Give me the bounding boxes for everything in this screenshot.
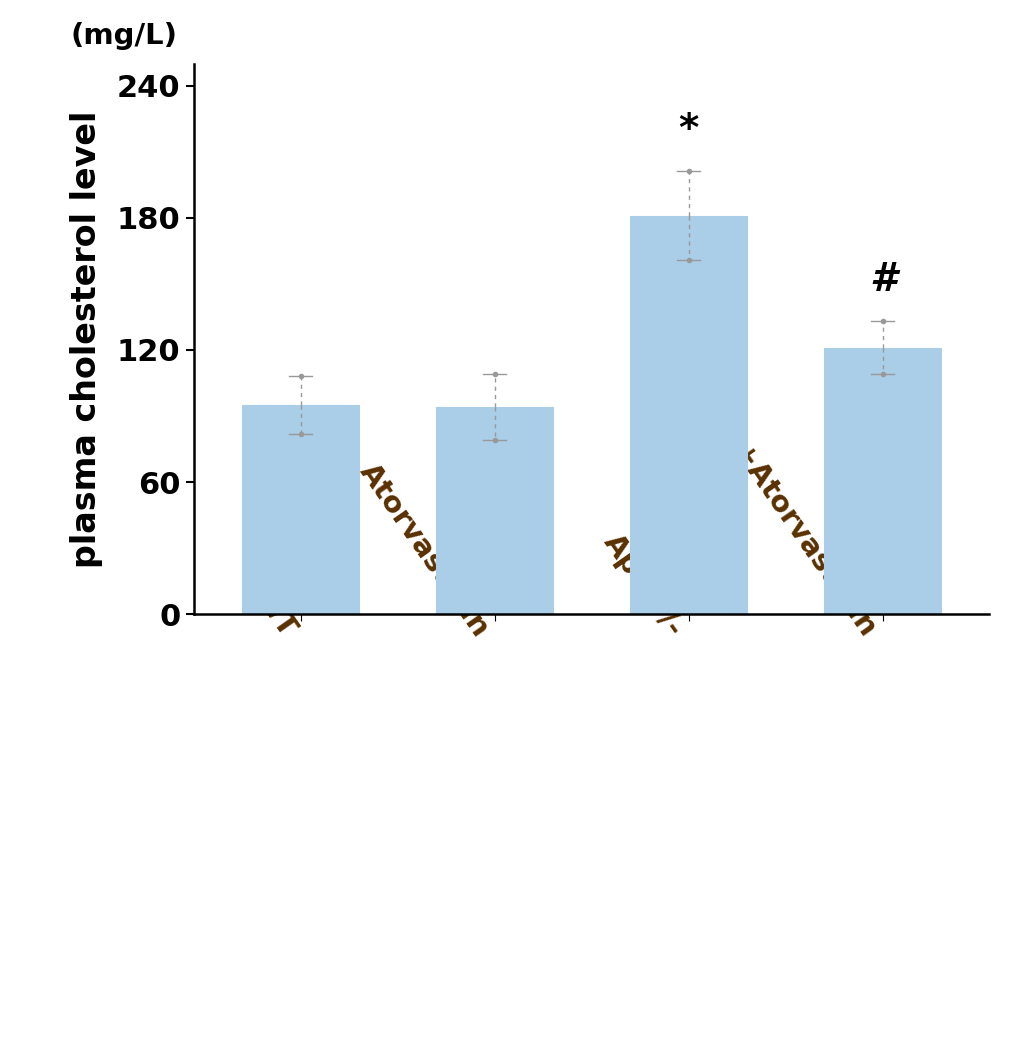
Text: (mg/L): (mg/L) [70,22,177,50]
Text: *: * [678,111,698,149]
Bar [436,407,552,614]
Text: #: # [868,262,896,300]
Y-axis label: plasma cholesterol level: plasma cholesterol level [70,110,103,568]
Bar [243,405,359,614]
Bar [823,347,940,614]
Bar [630,216,746,614]
